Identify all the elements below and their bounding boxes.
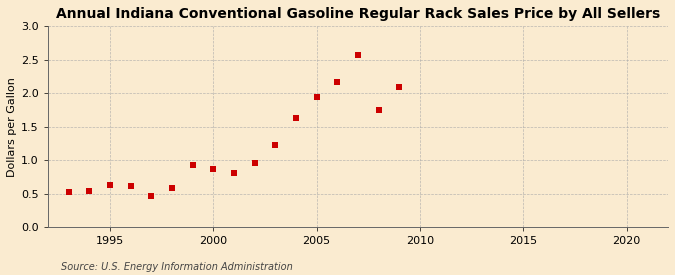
- Point: [352, 53, 363, 57]
- Point: [270, 142, 281, 147]
- Point: [229, 171, 240, 176]
- Title: Annual Indiana Conventional Gasoline Regular Rack Sales Price by All Sellers: Annual Indiana Conventional Gasoline Reg…: [56, 7, 660, 21]
- Point: [311, 95, 322, 99]
- Point: [373, 108, 384, 112]
- Point: [125, 183, 136, 188]
- Point: [187, 163, 198, 168]
- Point: [63, 190, 74, 194]
- Point: [146, 193, 157, 198]
- Point: [249, 161, 260, 166]
- Point: [332, 80, 343, 85]
- Point: [394, 84, 405, 89]
- Point: [105, 183, 115, 187]
- Y-axis label: Dollars per Gallon: Dollars per Gallon: [7, 77, 17, 177]
- Point: [84, 189, 95, 193]
- Point: [167, 186, 178, 190]
- Point: [290, 116, 301, 120]
- Point: [208, 167, 219, 171]
- Text: Source: U.S. Energy Information Administration: Source: U.S. Energy Information Administ…: [61, 262, 292, 272]
